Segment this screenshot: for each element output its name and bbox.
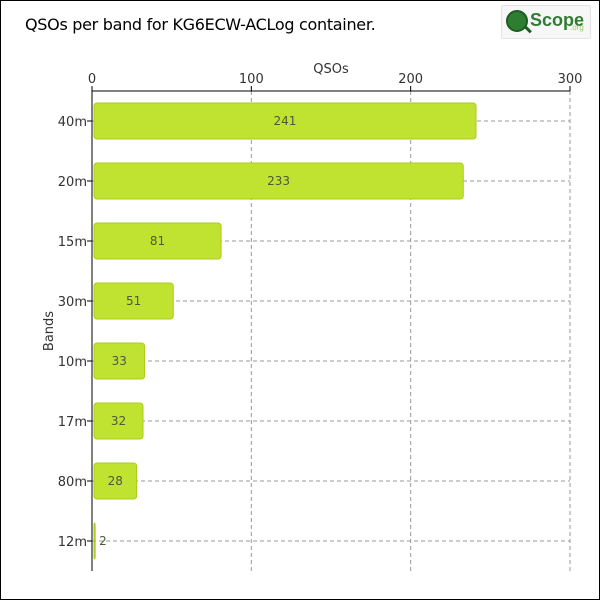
y-tick-label: 12m [58, 535, 87, 550]
x-tick-label: 100 [239, 72, 264, 87]
magnifier-q-icon [506, 10, 528, 32]
bar-80m [93, 462, 138, 500]
x-tick-label: 300 [558, 72, 583, 87]
bar-value-label: 28 [108, 474, 123, 488]
y-tick-label: 30m [58, 295, 87, 310]
y-tick-label: 17m [58, 415, 87, 430]
bars: 241 233 81 51 33 32 28 2 [93, 102, 477, 560]
bar-value-label: 51 [126, 294, 141, 308]
x-axis-title: QSOs [313, 62, 349, 77]
bar-value-label: 241 [274, 114, 297, 128]
qscope-logo: Scope .org [501, 5, 591, 39]
y-axis-title: Bands [42, 311, 57, 351]
bar-value-label: 33 [112, 354, 127, 368]
bar-15m [93, 222, 222, 260]
bar-value-label: 2 [99, 534, 107, 548]
logo-suffix: .org [570, 23, 584, 32]
x-tick-label: 0 [88, 72, 96, 87]
y-tick-label: 10m [58, 355, 87, 370]
y-tick-label: 15m [58, 235, 87, 250]
y-tick-label: 20m [58, 175, 87, 190]
bar-20m [93, 162, 464, 200]
bar-value-label: 233 [267, 174, 290, 188]
bar-30m [93, 282, 174, 320]
y-tick-label: 80m [58, 475, 87, 490]
x-tick-label: 200 [398, 72, 423, 87]
logo-word: Scope [530, 10, 585, 30]
bar-17m [93, 402, 144, 440]
bar-value-label: 81 [150, 234, 165, 248]
bar-40m [93, 102, 477, 140]
chart-title: QSOs per band for KG6ECW-ACLog container… [25, 15, 376, 34]
bar-12m [93, 522, 96, 560]
bar-10m [93, 342, 146, 380]
axes: 0 100 200 300 QSOs 40m 20m 15m 30m 10m 17m 80m 12m Ba… [42, 62, 582, 571]
bar-value-label: 32 [111, 414, 126, 428]
y-tick-label: 40m [58, 115, 87, 130]
